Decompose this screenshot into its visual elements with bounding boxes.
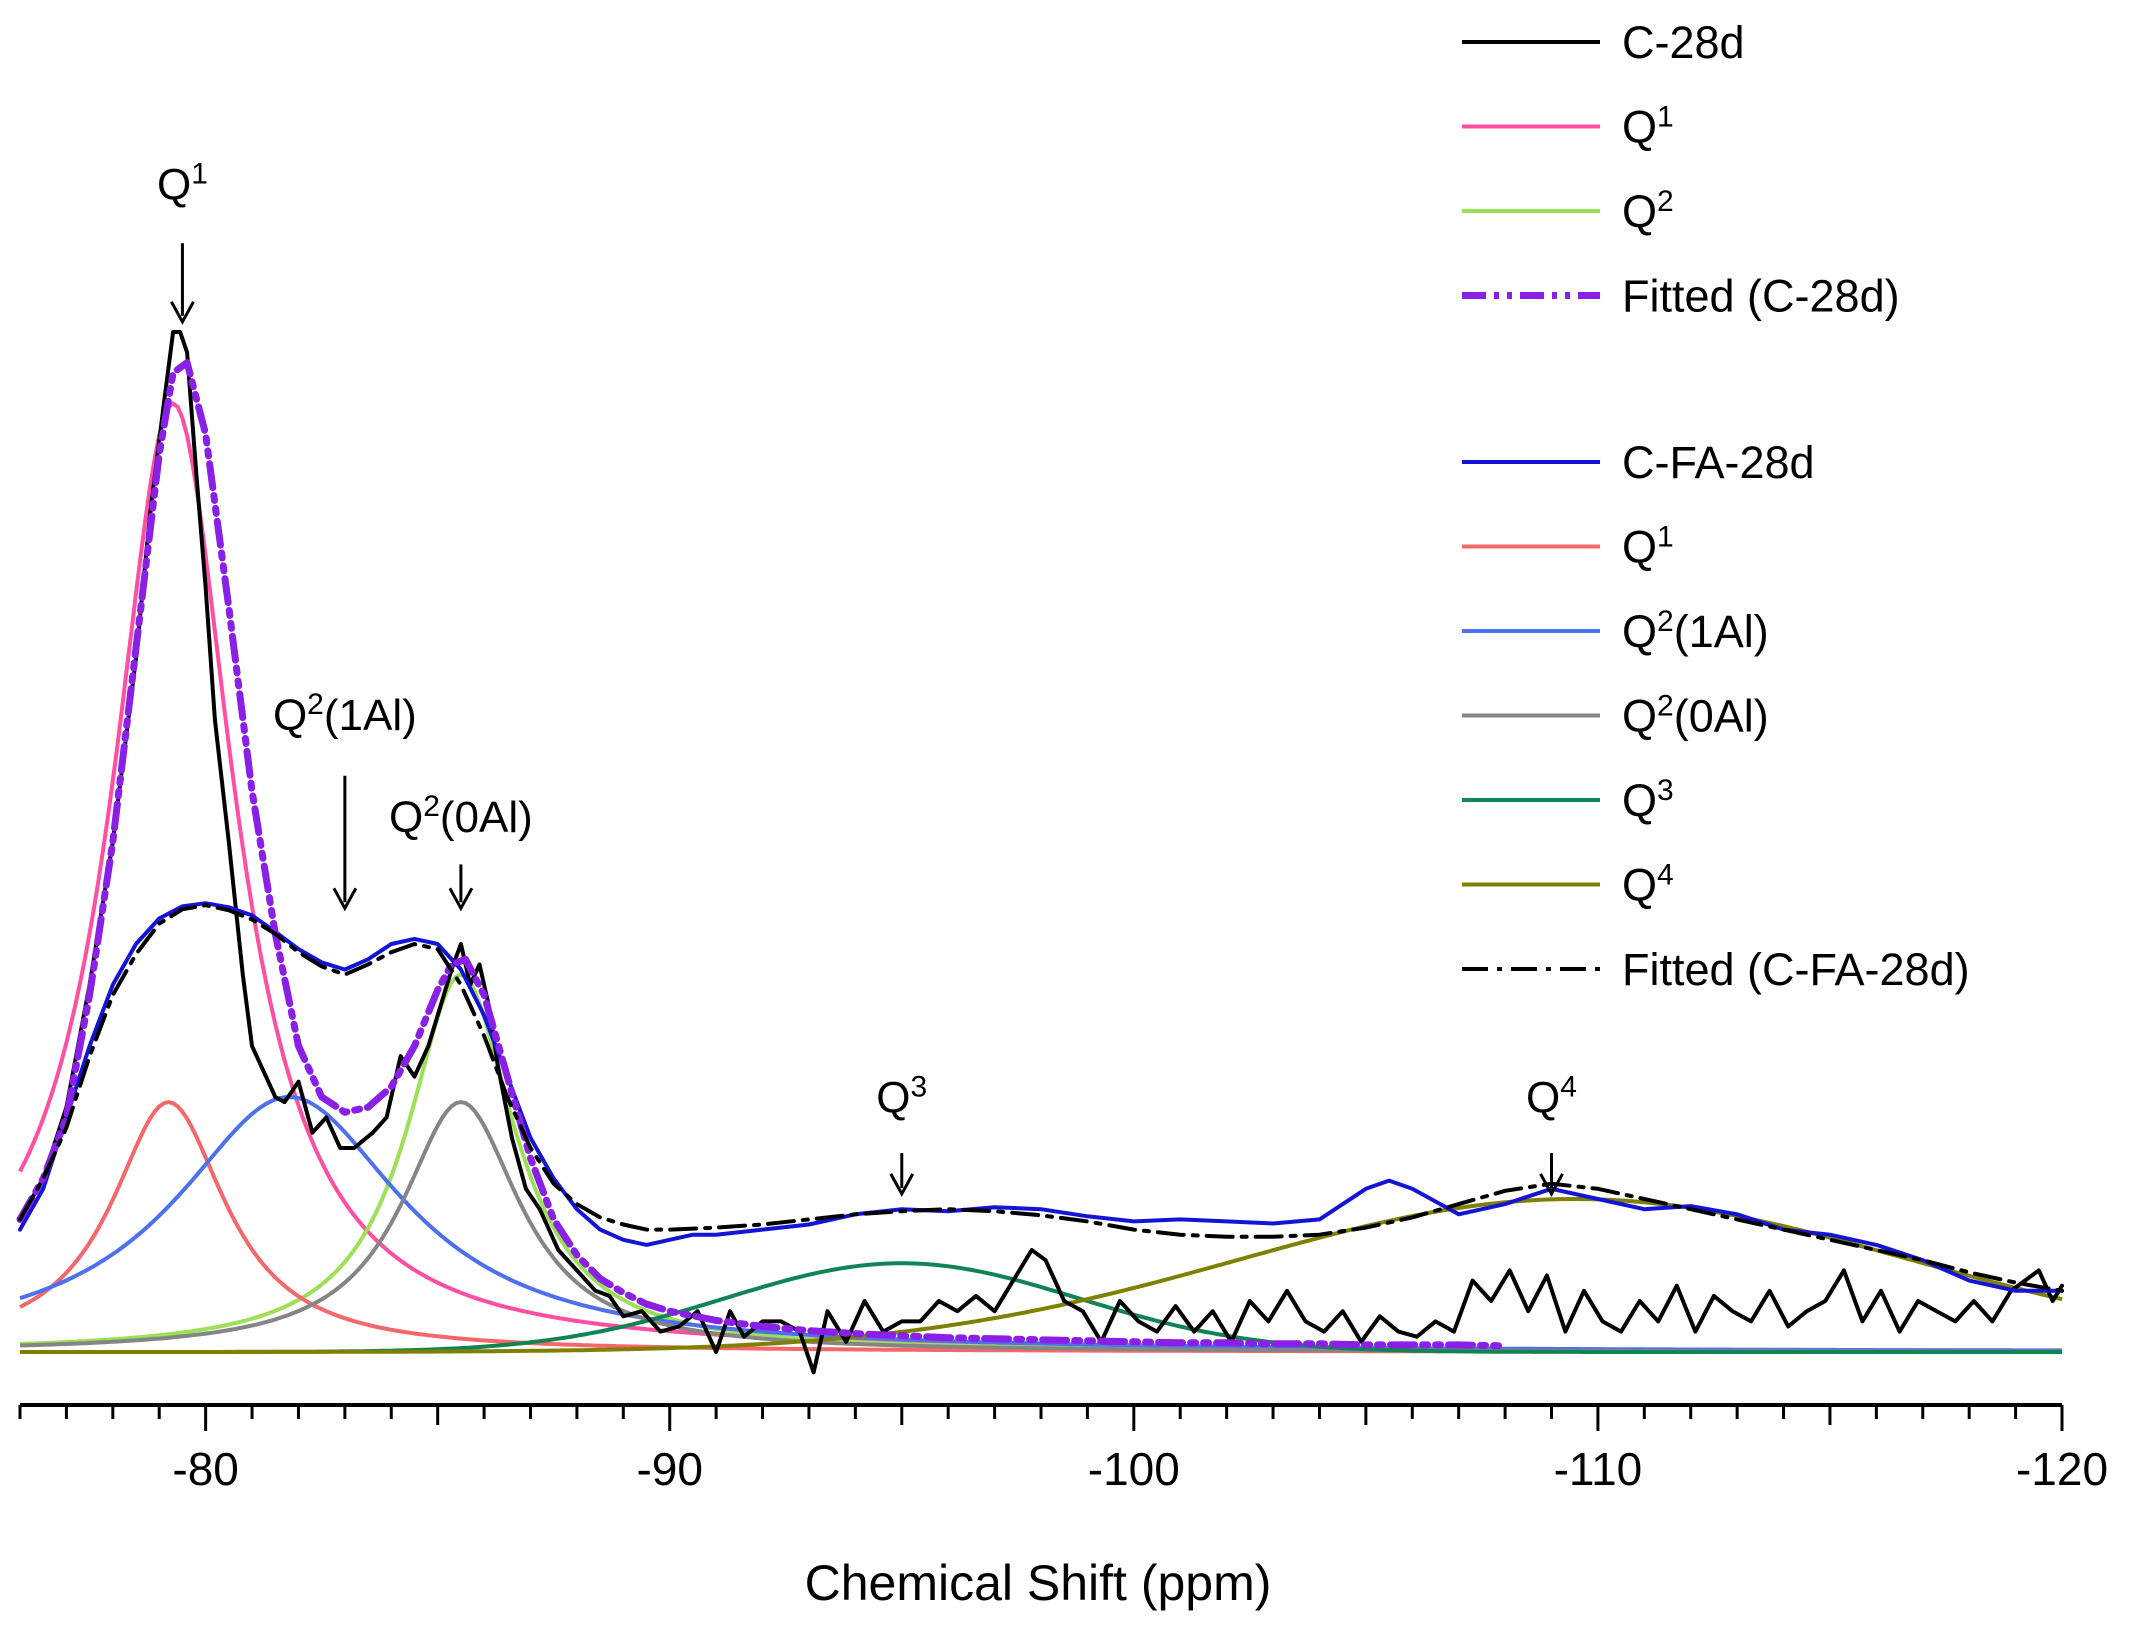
legend-item-q2-g0-label: Q2 (1622, 185, 1674, 237)
annotation-q2-0al-label-suffix: (0Al) (440, 793, 533, 842)
x-axis: -80 -90 -100 -110 -120 (18, 1403, 2108, 1495)
legend-item-q2-0al-g1-label-sup: 2 (1657, 690, 1674, 723)
legend-item-q1-g0-label: Q1 (1622, 101, 1674, 153)
legend-item-q2-1al-g1-label-sup: 2 (1657, 605, 1674, 638)
legend-item-fitted-c-fa-28d-g1-label: Fitted (C-FA-28d) (1622, 944, 1970, 995)
annotation-q1-label-sup: 1 (191, 157, 208, 190)
annotation-q3-arrow-head (889, 1173, 915, 1198)
legend-item-fitted-c-fa-28d-g1: Fitted (C-FA-28d) (1462, 944, 1970, 995)
x-tick-label: -90 (636, 1443, 702, 1495)
legend-item-c-28d-g0-label-base: C-28d (1622, 17, 1745, 68)
annotation-q1-arrow-head (170, 301, 195, 325)
legend-item-c-fa-28d-g1-label: C-FA-28d (1622, 437, 1815, 488)
legend-item-q4-g1-label-base: Q (1622, 860, 1657, 911)
legend-item-q2-1al-g1-label-base: Q (1622, 606, 1657, 657)
x-tick-label: -100 (1088, 1443, 1180, 1495)
legend-item-c-28d-g0-label: C-28d (1622, 17, 1745, 68)
legend-item-fitted-c-28d-g0-label: Fitted (C-28d) (1622, 271, 1900, 322)
legend-item-q2-1al-g1: Q2(1Al) (1462, 605, 1769, 657)
annotation-q3-label-base: Q (876, 1073, 910, 1122)
annotation-q4-label-base: Q (1526, 1073, 1560, 1122)
legend-item-c-fa-28d-g1-label-base: C-FA-28d (1622, 437, 1815, 488)
legend-item-fitted-c-28d-g0-label-base: Fitted (C-28d) (1622, 271, 1900, 322)
legend-item-q1-g0: Q1 (1462, 101, 1674, 153)
legend-item-fitted-c-fa-28d-g1-label-base: Fitted (C-FA-28d) (1622, 944, 1970, 995)
legend-item-c-fa-28d-g1: C-FA-28d (1462, 437, 1815, 488)
legend-item-q1-g1-label: Q1 (1622, 521, 1674, 573)
legend-item-q1-g1: Q1 (1462, 521, 1674, 573)
legend-item-q2-g0: Q2 (1462, 185, 1674, 237)
legend-item-q2-1al-g1-label: Q2(1Al) (1622, 605, 1769, 657)
legend-item-q3-g1: Q3 (1462, 774, 1674, 826)
series-line-fitted-c-fa-28d (18, 903, 2064, 1293)
annotation-q2-1al-label-sup: 2 (307, 688, 324, 721)
series-line-c-fa-28d (18, 901, 2064, 1293)
annotation-q4-arrow-head (1539, 1173, 1564, 1198)
legend-item-c-28d-g0: C-28d (1462, 17, 1745, 68)
series-line-c-28d (18, 330, 2064, 1375)
legend-item-q2-1al-g1-label-suffix: (1Al) (1674, 606, 1769, 657)
annotation-q2-1al-label: Q2(1Al) (273, 688, 417, 740)
annotation-q3-label: Q3 (876, 1070, 927, 1122)
legend-item-q3-g1-label: Q3 (1622, 774, 1674, 826)
legend-item-q4-g1-label-sup: 4 (1657, 859, 1674, 892)
legend-item-q2-0al-g1-label: Q2(0Al) (1622, 690, 1769, 742)
x-tick-label: -110 (1554, 1443, 1643, 1495)
series-line-fitted-c-28d (16, 359, 1509, 1350)
legend-item-q4-g1-label: Q4 (1622, 859, 1674, 911)
legend-item-q1-g0-label-base: Q (1622, 102, 1657, 153)
annotation-q1-label-base: Q (157, 160, 191, 209)
legend-item-q2-0al-g1: Q2(0Al) (1462, 690, 1769, 742)
legend-item-q2-g0-label-base: Q (1622, 186, 1657, 237)
legend-item-q3-g1-label-sup: 3 (1657, 774, 1674, 807)
annotation-q2-1al-label-base: Q (273, 691, 307, 740)
annotation-q4-label-sup: 4 (1560, 1070, 1577, 1103)
legend-item-q2-0al-g1-label-suffix: (0Al) (1674, 691, 1769, 742)
annotation-q2-1al-arrow-head (332, 887, 358, 912)
annotation-q2-0al-arrow-head (448, 887, 474, 912)
legend-item-q1-g0-label-sup: 1 (1657, 101, 1674, 134)
curves-layer (16, 330, 2064, 1375)
legend-item-q1-g1-label-base: Q (1622, 522, 1657, 573)
x-tick-label: -120 (2016, 1443, 2108, 1495)
annotation-q2-0al-label: Q2(0Al) (389, 790, 533, 842)
legend-item-fitted-c-28d-g0: Fitted (C-28d) (1462, 271, 1900, 322)
annotation-q2-1al-label-suffix: (1Al) (324, 691, 417, 740)
annotation-q3-label-sup: 3 (911, 1070, 928, 1103)
annotation-q1-label: Q1 (157, 157, 208, 209)
annotation-q4-label: Q4 (1526, 1070, 1577, 1122)
x-tick-label: -80 (172, 1443, 238, 1495)
annotation-q2-0al-label-base: Q (389, 793, 423, 842)
legend-item-q2-0al-g1-label-base: Q (1622, 691, 1657, 742)
legend-item-q4-g1: Q4 (1462, 859, 1674, 911)
legend-item-q1-g1-label-sup: 1 (1657, 521, 1674, 554)
legend-item-q2-g0-label-sup: 2 (1657, 185, 1674, 218)
annotation-q2-0al-label-sup: 2 (423, 790, 440, 823)
x-axis-title: Chemical Shift (ppm) (805, 1555, 1272, 1611)
legend-item-q3-g1-label-base: Q (1622, 775, 1657, 826)
